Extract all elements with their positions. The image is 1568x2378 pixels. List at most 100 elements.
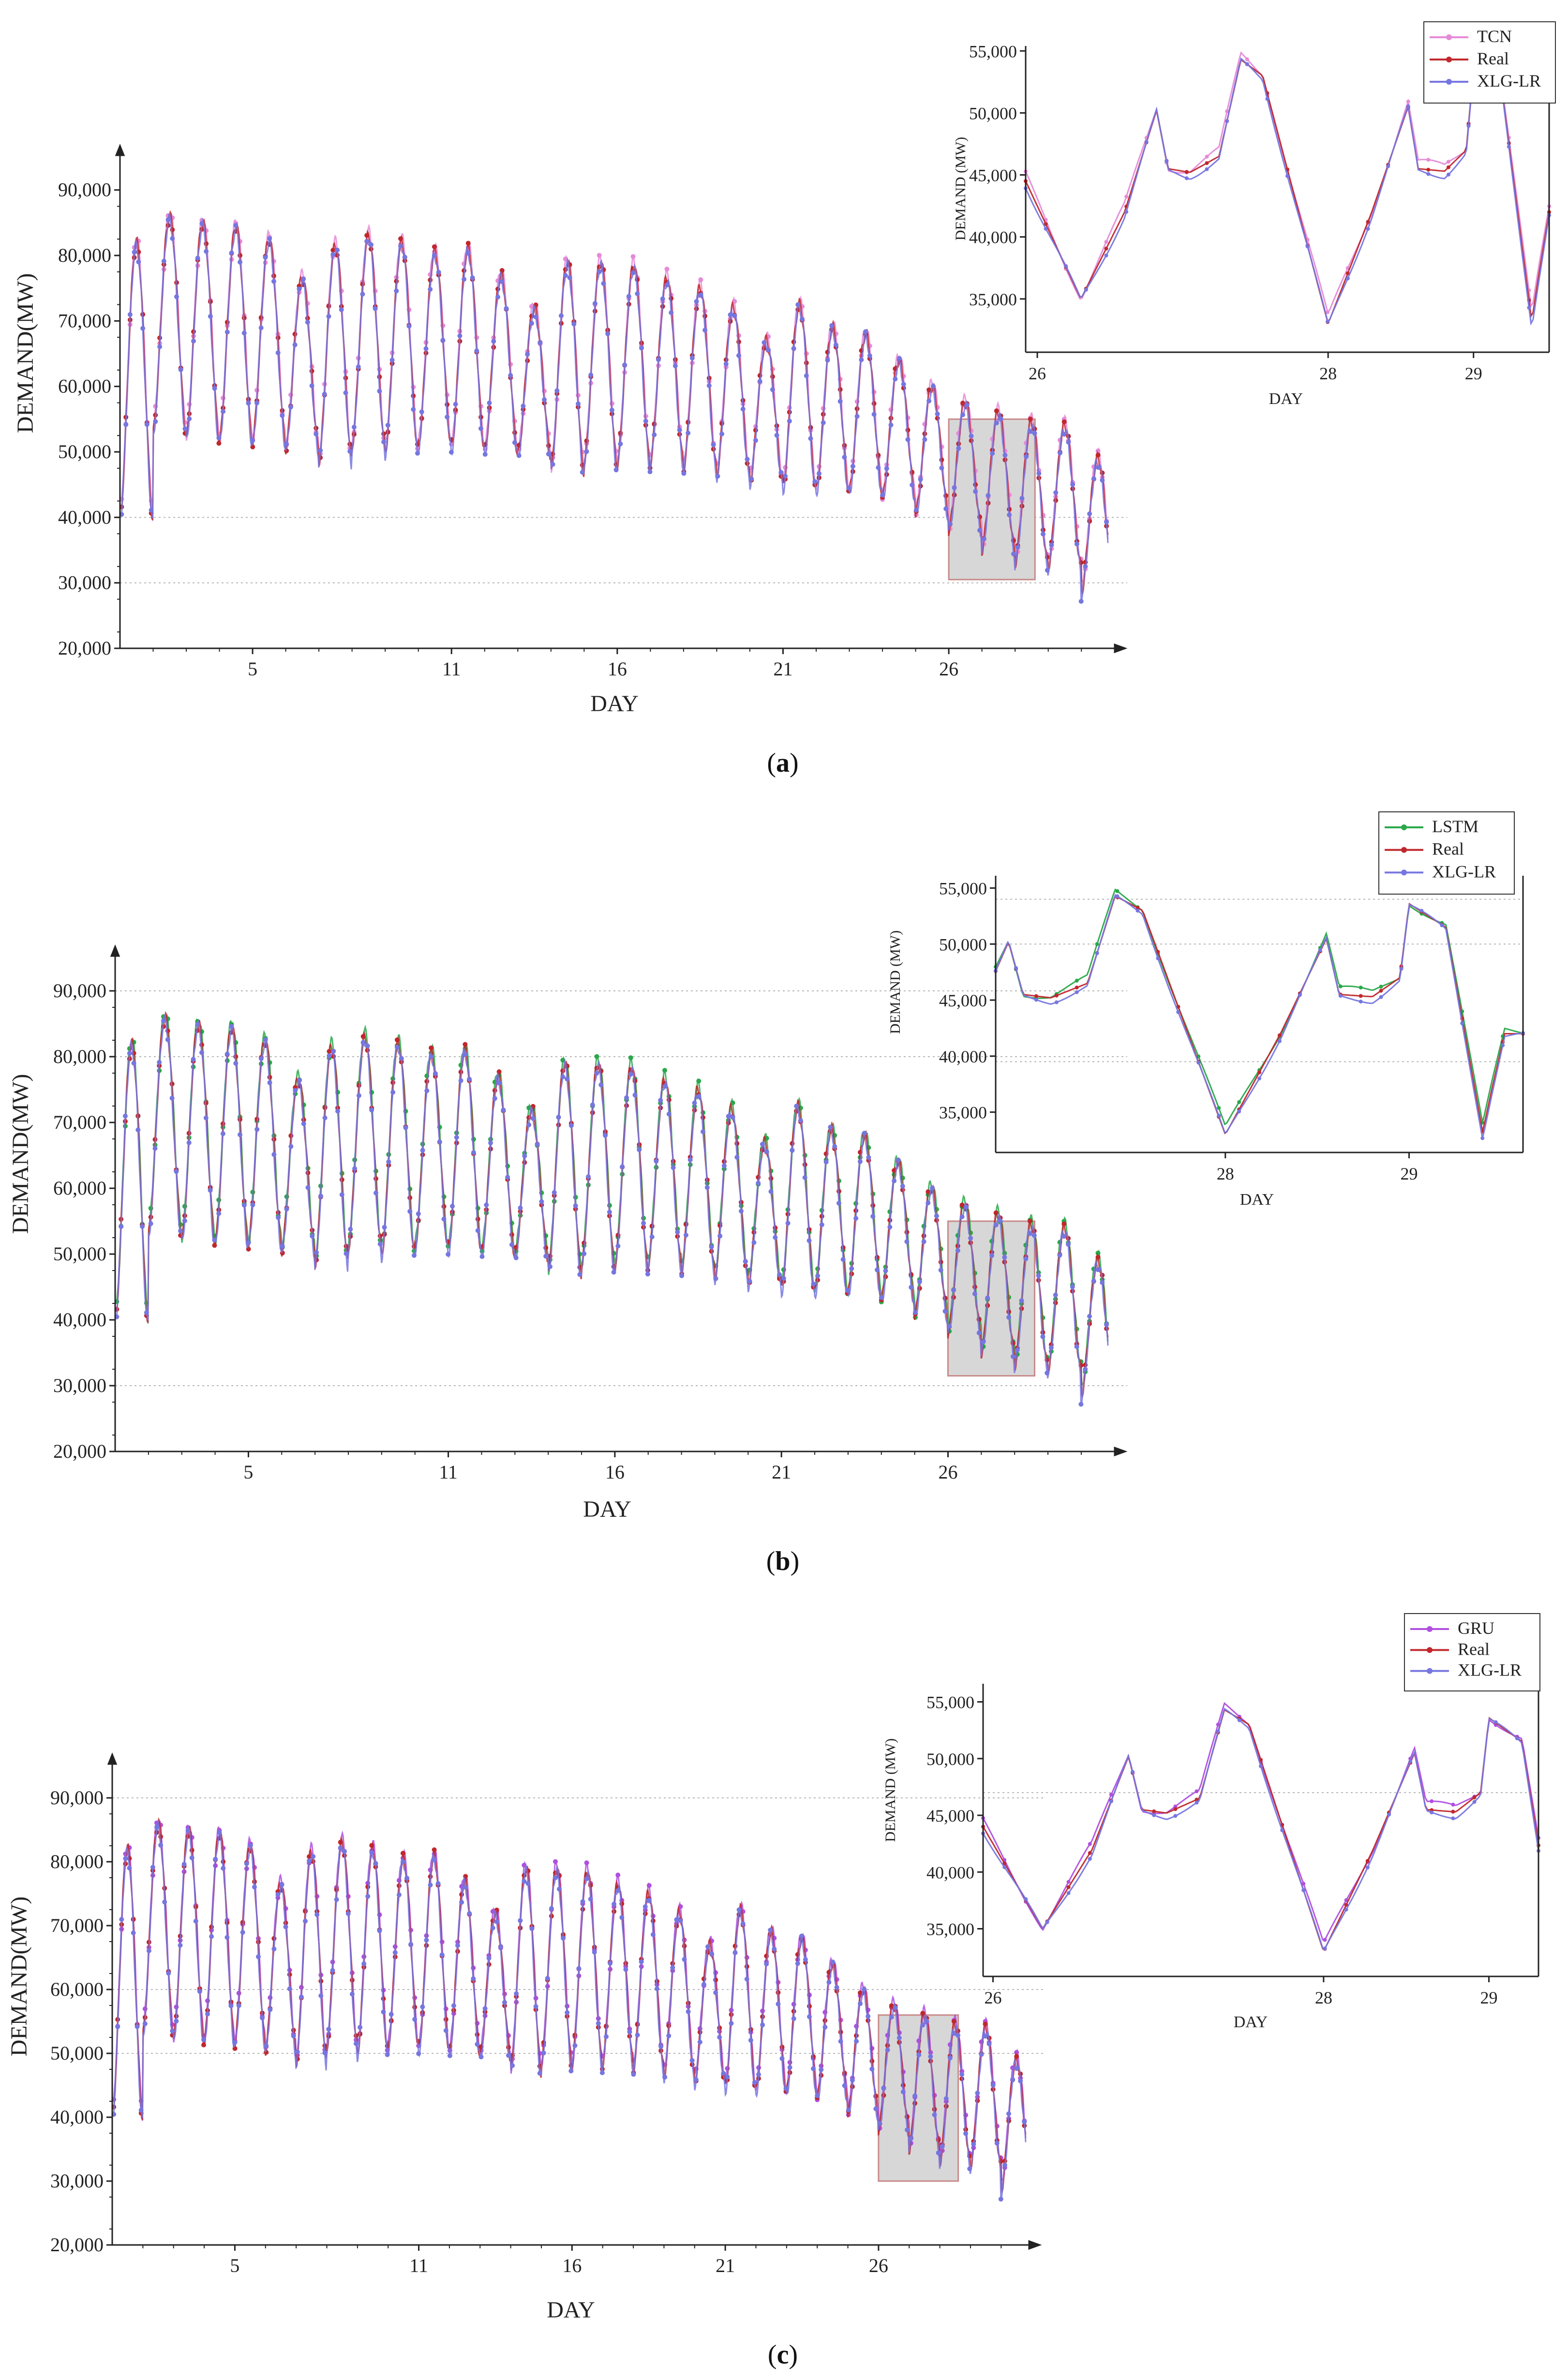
data-point	[229, 1024, 234, 1029]
data-point	[458, 1078, 463, 1083]
panel-c-inset-ytick-label: 40,000	[926, 1863, 974, 1882]
data-point	[479, 1254, 485, 1259]
data-point	[1205, 154, 1209, 159]
data-point	[983, 2021, 988, 2027]
data-point	[490, 1925, 495, 1930]
panel-b-inset-chart: 35,000 40,000 45,000 50,000 55,000 28 29 DEMA…	[887, 811, 1525, 1209]
data-point	[840, 1257, 846, 1262]
data-point	[318, 1993, 324, 1998]
data-point	[951, 1287, 956, 1293]
data-point	[719, 431, 724, 436]
data-point	[959, 2072, 965, 2077]
data-point	[656, 357, 661, 362]
data-point	[432, 244, 437, 249]
data-point	[475, 1228, 480, 1233]
panel-a-main-axes	[115, 143, 1128, 654]
data-point	[284, 441, 289, 447]
data-point	[335, 247, 340, 253]
data-point	[647, 469, 653, 475]
data-point	[1006, 1315, 1012, 1320]
data-point	[516, 453, 522, 458]
data-point	[267, 1080, 272, 1085]
data-point	[576, 1966, 582, 1971]
data-point	[935, 411, 940, 417]
data-point	[369, 1843, 374, 1848]
panel-b-inset-ytick-label: 40,000	[939, 1047, 987, 1066]
data-point	[1237, 1718, 1241, 1722]
data-point	[823, 1159, 829, 1165]
data-point	[263, 255, 268, 260]
data-point	[994, 2140, 1000, 2146]
data-point	[135, 1127, 141, 1133]
data-point	[436, 269, 441, 275]
data-point	[1408, 1759, 1413, 1764]
panel-b-main-xtick-label: 21	[772, 1461, 791, 1483]
data-point	[291, 2034, 296, 2038]
data-point	[446, 1252, 451, 1257]
data-point	[1075, 990, 1079, 994]
data-point	[220, 1131, 225, 1137]
panel-a-main-xticks: 5 11 16 21 26	[152, 648, 1082, 680]
data-point	[360, 1034, 366, 1039]
data-point	[415, 450, 420, 456]
data-point	[347, 449, 353, 454]
data-point	[791, 2016, 796, 2021]
data-point	[1087, 511, 1092, 516]
data-point	[697, 2039, 702, 2045]
data-point	[403, 1125, 408, 1130]
panel-a-main-xtick-label: 21	[773, 658, 792, 680]
data-point	[909, 1285, 914, 1290]
panel-b-main-ytick-label: 80,000	[53, 1046, 106, 1067]
data-point	[338, 1840, 343, 1845]
data-point	[897, 356, 902, 361]
data-point	[905, 2127, 910, 2133]
data-point	[542, 397, 547, 402]
data-point	[292, 342, 298, 347]
data-point	[887, 1225, 893, 1230]
data-point	[1036, 471, 1042, 476]
data-point	[1002, 1255, 1007, 1260]
data-point	[920, 2022, 926, 2028]
data-point	[330, 248, 336, 253]
data-point	[1088, 1857, 1092, 1861]
data-point	[842, 2083, 847, 2088]
data-point	[794, 1104, 799, 1109]
data-point	[1305, 244, 1310, 249]
data-point	[930, 1185, 935, 1191]
data-point	[787, 2065, 792, 2070]
data-point	[432, 253, 437, 258]
data-point	[736, 1907, 742, 1913]
data-point	[598, 1082, 604, 1088]
data-point	[842, 455, 847, 460]
panel-a-main-ylabel: DEMAND(MW)	[13, 273, 38, 434]
data-point	[293, 1088, 298, 1093]
data-point	[725, 2074, 730, 2079]
data-point	[1061, 1234, 1067, 1239]
data-point	[1087, 1314, 1092, 1319]
data-point	[1045, 568, 1050, 573]
data-point	[157, 344, 163, 349]
data-point	[862, 1987, 867, 1992]
data-point	[165, 217, 171, 223]
data-point	[811, 2066, 816, 2071]
data-point	[1095, 1250, 1101, 1256]
data-point	[146, 1948, 151, 1953]
data-point	[1344, 1903, 1348, 1907]
panel-a-legend-label: Real	[1477, 49, 1509, 68]
panel-c-main-ytick-label: 80,000	[50, 1851, 104, 1872]
panel-c-inset-series-gru	[982, 1702, 1539, 1941]
data-point	[565, 2010, 570, 2015]
panel-c-main-ytick-label: 30,000	[50, 2170, 104, 2192]
data-point	[627, 2029, 632, 2034]
data-point	[450, 1204, 455, 1209]
data-point	[881, 2086, 886, 2091]
data-point	[268, 2007, 273, 2012]
data-point	[292, 331, 298, 337]
data-point	[1061, 419, 1067, 424]
data-point	[717, 2034, 722, 2040]
data-point	[256, 1954, 261, 1959]
data-point	[609, 407, 614, 413]
data-point	[561, 1936, 566, 1941]
data-point	[1088, 1842, 1092, 1846]
data-point	[943, 2096, 949, 2101]
